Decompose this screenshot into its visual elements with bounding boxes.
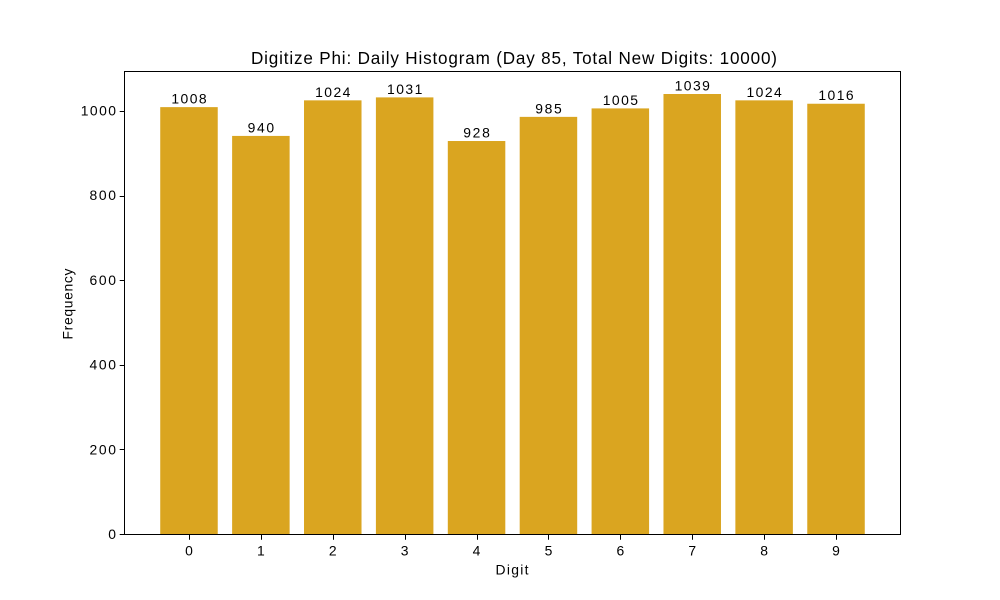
svg-text:600: 600 — [90, 272, 117, 288]
svg-text:1000: 1000 — [81, 103, 117, 119]
svg-text:0: 0 — [108, 526, 116, 542]
svg-text:1008: 1008 — [171, 91, 207, 107]
svg-text:Digit: Digit — [496, 561, 529, 577]
svg-text:Digitize Phi: Daily Histogram: Digitize Phi: Daily Histogram (Day 85, T… — [251, 49, 777, 68]
svg-text:8: 8 — [760, 542, 768, 558]
svg-text:Frequency: Frequency — [60, 268, 76, 339]
svg-text:6: 6 — [616, 542, 624, 558]
svg-text:985: 985 — [535, 100, 562, 116]
svg-text:2: 2 — [329, 542, 337, 558]
svg-text:7: 7 — [688, 542, 696, 558]
svg-text:4: 4 — [473, 542, 481, 558]
svg-text:5: 5 — [545, 542, 553, 558]
svg-text:800: 800 — [90, 187, 117, 203]
svg-text:928: 928 — [463, 124, 490, 140]
svg-text:3: 3 — [401, 542, 409, 558]
svg-text:1024: 1024 — [315, 84, 351, 100]
svg-text:1039: 1039 — [675, 77, 711, 93]
svg-text:0: 0 — [185, 542, 193, 558]
svg-text:1031: 1031 — [387, 81, 423, 97]
svg-text:9: 9 — [832, 542, 840, 558]
svg-text:1016: 1016 — [818, 87, 854, 103]
svg-text:1: 1 — [257, 542, 265, 558]
svg-text:200: 200 — [90, 441, 117, 457]
svg-text:1024: 1024 — [746, 84, 782, 100]
svg-text:940: 940 — [248, 119, 275, 135]
svg-text:400: 400 — [90, 357, 117, 373]
svg-text:1005: 1005 — [603, 92, 639, 108]
